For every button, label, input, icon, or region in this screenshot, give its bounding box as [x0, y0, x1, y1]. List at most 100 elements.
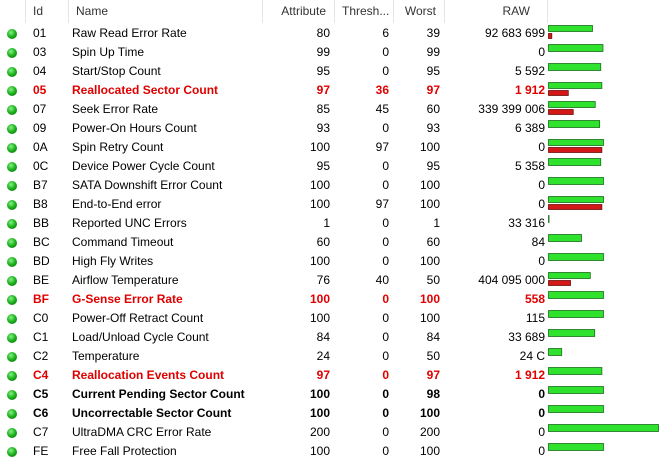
cell-raw: 33 689 — [508, 330, 545, 344]
cell-worst: 39 — [427, 26, 441, 40]
cell-threshold: 0 — [382, 121, 389, 135]
cell-id: C7 — [33, 425, 49, 439]
cell-worst: 84 — [427, 330, 441, 344]
cell-id: 0A — [33, 140, 48, 154]
status-dot — [7, 314, 17, 324]
cell-threshold: 0 — [382, 406, 389, 420]
col-header[interactable]: Thresh... — [342, 4, 389, 18]
col-header[interactable]: Name — [76, 4, 108, 18]
cell-worst: 100 — [420, 406, 440, 420]
cell-name: UltraDMA CRC Error Rate — [72, 425, 212, 439]
cell-raw: 92 683 699 — [485, 26, 545, 40]
cell-attribute: 100 — [310, 311, 330, 325]
cell-id: 03 — [33, 45, 47, 59]
cell-worst: 100 — [420, 444, 440, 458]
cell-id: BC — [33, 235, 50, 249]
status-dot — [7, 238, 17, 248]
cell-attribute: 95 — [317, 64, 331, 78]
cell-name: Device Power Cycle Count — [72, 159, 215, 173]
status-dot — [7, 371, 17, 381]
cell-threshold: 0 — [382, 444, 389, 458]
cell-worst: 97 — [427, 368, 441, 382]
cell-id: C2 — [33, 349, 49, 363]
cell-attribute: 85 — [317, 102, 331, 116]
cell-raw: 24 C — [520, 349, 546, 363]
status-dot — [7, 276, 17, 286]
threshold-bar — [548, 33, 553, 39]
threshold-bar — [548, 280, 571, 286]
cell-threshold: 0 — [382, 216, 389, 230]
cell-worst: 100 — [420, 254, 440, 268]
attribute-bar — [548, 253, 604, 261]
cell-threshold: 0 — [382, 64, 389, 78]
status-dot — [7, 48, 17, 58]
cell-threshold: 40 — [376, 273, 390, 287]
cell-id: FE — [33, 444, 48, 458]
cell-id: BB — [33, 216, 49, 230]
cell-id: 05 — [33, 83, 47, 97]
cell-attribute: 80 — [317, 26, 331, 40]
col-header[interactable]: Id — [33, 4, 43, 18]
cell-threshold: 0 — [382, 387, 389, 401]
cell-attribute: 76 — [317, 273, 331, 287]
cell-attribute: 97 — [317, 83, 331, 97]
cell-raw: 339 399 006 — [478, 102, 545, 116]
cell-threshold: 0 — [382, 45, 389, 59]
status-dot — [7, 257, 17, 267]
col-header[interactable]: Attribute — [281, 4, 326, 18]
attribute-bar — [548, 25, 593, 32]
status-dot — [7, 29, 17, 39]
attribute-bar — [548, 424, 659, 432]
cell-threshold: 0 — [382, 292, 389, 306]
cell-name: Airflow Temperature — [72, 273, 179, 287]
cell-name: Free Fall Protection — [72, 444, 177, 458]
cell-id: 09 — [33, 121, 47, 135]
cell-name: Reallocation Events Count — [72, 368, 224, 382]
cell-name: Spin Retry Count — [72, 140, 164, 154]
cell-raw: 115 — [526, 311, 545, 325]
threshold-bar — [548, 90, 569, 96]
cell-raw: 1 912 — [515, 83, 545, 97]
attribute-bar — [548, 63, 602, 71]
cell-id: BD — [33, 254, 50, 268]
cell-name: Power-On Hours Count — [72, 121, 197, 135]
cell-raw: 0 — [538, 387, 545, 401]
cell-name: Reallocated Sector Count — [72, 83, 218, 97]
cell-attribute: 100 — [310, 140, 330, 154]
attribute-bar — [548, 348, 563, 356]
attribute-bar — [548, 177, 604, 185]
cell-id: B8 — [33, 197, 48, 211]
cell-worst: 60 — [427, 235, 441, 249]
attribute-bar — [548, 443, 604, 451]
attribute-bar — [548, 291, 604, 299]
cell-name: SATA Downshift Error Count — [72, 178, 223, 192]
cell-raw: 5 358 — [515, 159, 545, 173]
cell-attribute: 1 — [323, 216, 330, 230]
cell-raw: 84 — [532, 235, 546, 249]
cell-raw: 0 — [538, 406, 545, 420]
col-header[interactable]: RAW — [502, 4, 530, 18]
status-dot — [7, 295, 17, 305]
cell-threshold: 45 — [376, 102, 390, 116]
cell-worst: 95 — [427, 159, 441, 173]
cell-worst: 1 — [433, 216, 440, 230]
cell-name: End-to-End error — [72, 197, 161, 211]
threshold-bar — [548, 109, 574, 115]
cell-worst: 100 — [420, 292, 440, 306]
status-dot — [7, 333, 17, 343]
cell-attribute: 100 — [310, 197, 330, 211]
cell-raw: 558 — [525, 292, 545, 306]
status-dot — [7, 200, 17, 210]
attribute-bar — [548, 158, 602, 166]
attribute-bar — [548, 386, 604, 394]
cell-threshold: 0 — [382, 368, 389, 382]
cell-raw: 6 389 — [515, 121, 545, 135]
cell-threshold: 97 — [376, 197, 390, 211]
col-header[interactable]: Worst — [405, 4, 437, 18]
cell-id: 01 — [33, 26, 47, 40]
cell-name: Power-Off Retract Count — [72, 311, 204, 325]
attribute-bar — [548, 329, 596, 337]
attribute-bar — [548, 82, 603, 89]
attribute-bar — [548, 139, 604, 146]
